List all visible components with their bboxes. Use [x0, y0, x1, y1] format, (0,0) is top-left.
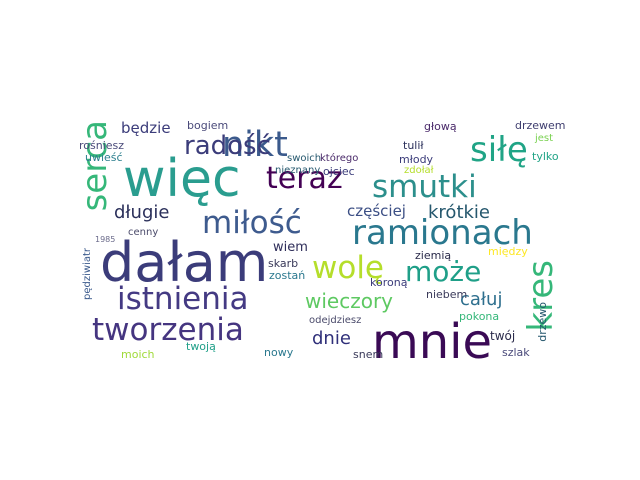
word-skarb: skarb — [268, 257, 299, 270]
word-koroną: koroną — [370, 276, 408, 289]
word-teraz: teraz — [266, 161, 343, 196]
word-tylko: tylko — [532, 150, 559, 163]
word-mlody: młody — [399, 153, 434, 166]
word-snem: snem — [353, 348, 384, 361]
word-dlugie: długie — [114, 202, 170, 223]
word-krotkie: krótkie — [428, 202, 490, 223]
word-nieznany: nieznany — [275, 165, 321, 176]
word-czesciej: częściej — [347, 202, 406, 220]
word-swoich: swoich — [287, 153, 322, 164]
word-szlak: szlak — [502, 346, 530, 359]
word-moze: może — [405, 255, 482, 288]
word-nikt: nikt — [222, 125, 288, 165]
word-radosc: radość — [184, 131, 271, 161]
word-bedzie: będzie — [121, 119, 171, 137]
word-milosc: miłość — [202, 205, 302, 241]
word-nowy: nowy — [264, 346, 294, 359]
word-miedzy: między — [488, 245, 528, 258]
word-sile: siłę — [470, 130, 528, 170]
word-tulil: tulił — [403, 139, 424, 152]
word-moich: moich — [121, 348, 155, 361]
word-dalam: dałam — [100, 231, 269, 294]
word-ktorego: którego — [320, 153, 359, 164]
word-caluj: całuj — [460, 289, 503, 310]
word-cloud: więc dałam mnie istnienia tworzenia nikt radoś… — [75, 119, 566, 366]
word-istnienia: istnienia — [117, 281, 249, 317]
word-bogiem: bogiem — [187, 119, 229, 132]
word-drzewo: drzewo — [536, 302, 549, 342]
word-odejdziesz: odejdziesz — [309, 315, 362, 326]
word-y1985: 1985 — [95, 235, 116, 244]
word-wieczory: wieczory — [305, 289, 394, 313]
word-twoja: twoją — [186, 340, 216, 353]
word-zostan: zostań — [269, 269, 306, 282]
word-uwiesc: uwieść — [85, 151, 123, 164]
word-cenny: cenny — [128, 227, 159, 238]
word-wiecej: więc — [123, 149, 241, 209]
word-drzewem: drzewem — [515, 119, 566, 132]
word-wole: wolę — [312, 250, 385, 286]
word-rosniesz: rośniesz — [79, 139, 125, 152]
word-mnie: mnie — [372, 314, 493, 370]
word-smutki: smutki — [372, 169, 477, 205]
word-dnie: dnie — [312, 328, 351, 349]
word-tworzenia: tworzenia — [92, 312, 244, 348]
word-jest: jest — [535, 133, 554, 144]
word-ojciec: ojciec — [323, 165, 355, 178]
word-zdolal: zdołał — [404, 165, 434, 176]
word-serca: serca — [75, 120, 115, 212]
word-glowa: głową — [424, 120, 457, 133]
word-pedziwiatr: pędziwiatr — [82, 248, 93, 300]
word-niebem: niebem — [426, 288, 468, 301]
word-twoj: twój — [490, 329, 516, 343]
word-pokona: pokona — [459, 310, 500, 323]
word-wiem: wiem — [273, 240, 308, 255]
word-ziemia: ziemią — [415, 249, 452, 262]
word-ramionach: ramionach — [352, 213, 533, 253]
